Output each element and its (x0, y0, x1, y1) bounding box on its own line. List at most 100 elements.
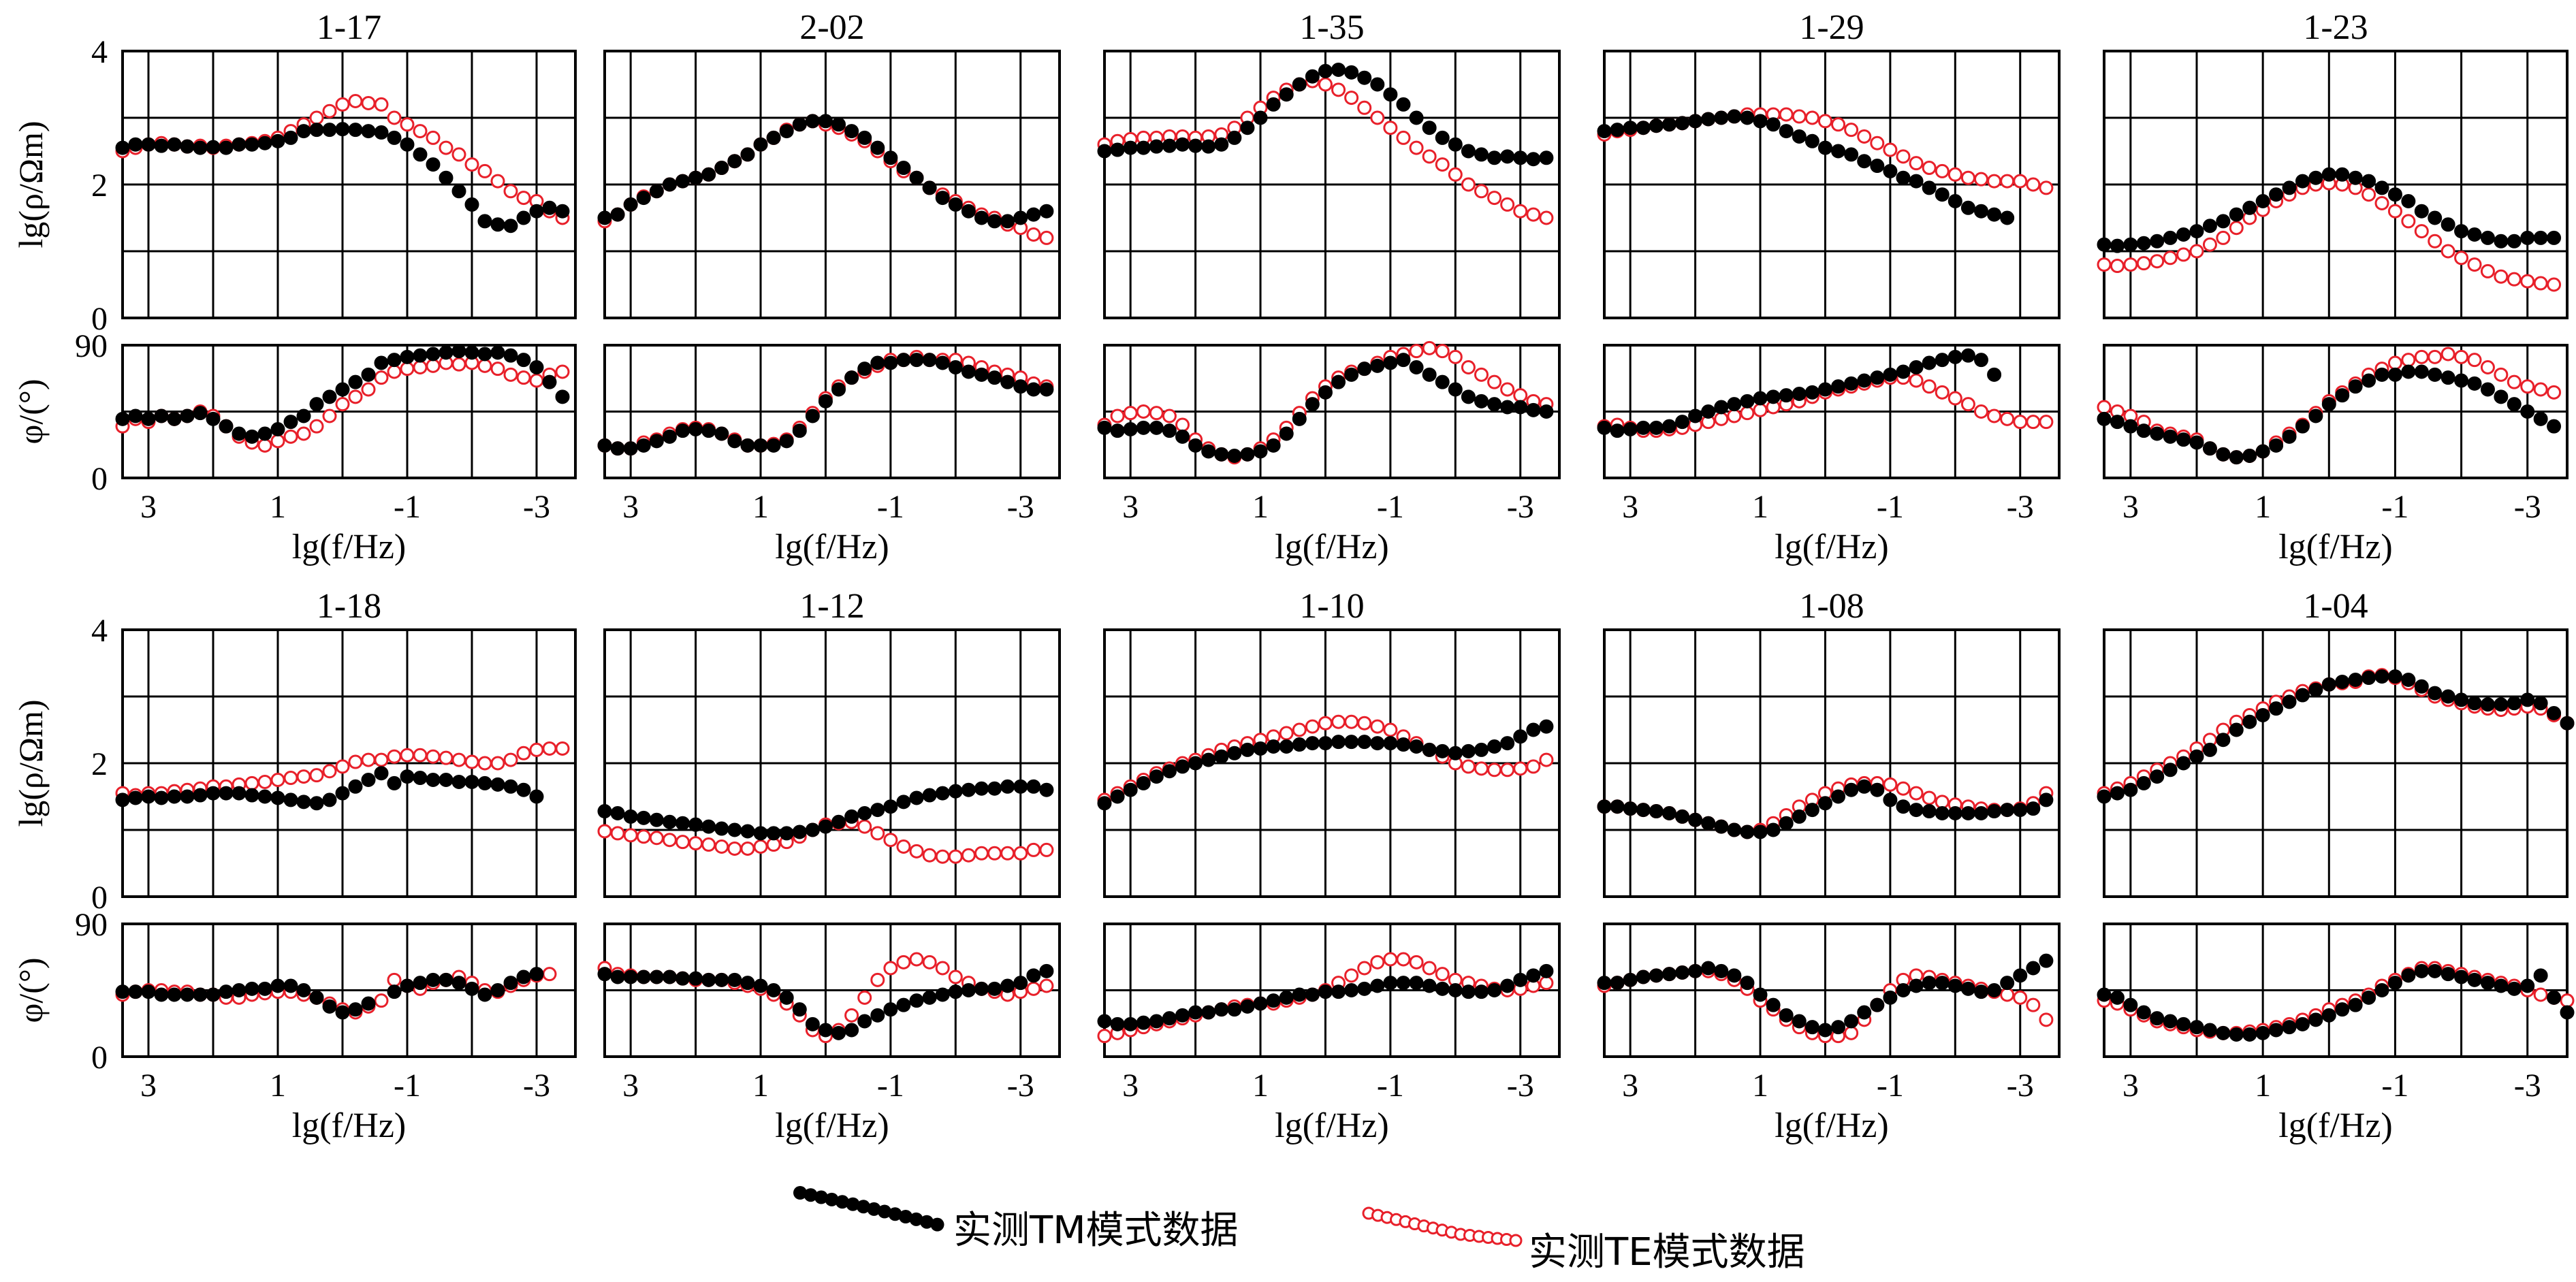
x-tick-label: -3 (1507, 1068, 1534, 1104)
rho-tm-point (1162, 138, 1177, 153)
rho-te-point (1513, 761, 1528, 776)
rho-tm-point (1688, 812, 1703, 827)
rho-tick-label: 0 (91, 301, 108, 337)
rho-tm-point (896, 161, 911, 175)
rho-tm-point (1292, 77, 1307, 92)
rho-tm-point (232, 786, 247, 801)
rho-tm-point (805, 114, 820, 129)
station-title: 1-08 (1799, 587, 1864, 626)
phi-tm-point (961, 983, 976, 997)
phi-te-point (1935, 385, 1950, 400)
phi-tm-point (180, 987, 195, 1002)
phi-tm-point (1305, 987, 1320, 1002)
phi-tm-point (870, 1008, 885, 1023)
rho-tm-point (1013, 779, 1028, 794)
station-panel-1-12: 1-12 3 1 -1 -3 lg(f/Hz) (597, 587, 1061, 1145)
phi-te-point (2013, 415, 2028, 430)
rho-te-point (1279, 726, 1294, 741)
rho-te-point (2176, 247, 2191, 262)
phi-tm-point (2414, 364, 2429, 379)
rho-tm-point (219, 786, 234, 801)
rho-tm-point (2560, 716, 2575, 731)
rho-te-point (1292, 722, 1307, 737)
rho-te-point (490, 756, 505, 771)
phi-tm-point (1804, 1020, 1819, 1035)
phi-tm-point (2467, 376, 2482, 391)
phi-tm-point (309, 990, 324, 1005)
rho-tm-point (1623, 121, 1638, 135)
phi-tm-point (322, 389, 337, 404)
rho-te-point (948, 849, 963, 864)
rho-tm-point (1318, 736, 1333, 751)
phi-te-point (909, 952, 924, 967)
rho-te-point (1409, 140, 1424, 155)
rho-te-point (1896, 781, 1911, 796)
x-tick-label: 3 (1622, 489, 1638, 525)
rho-tm-point (2401, 673, 2416, 687)
rho-te-point (610, 826, 625, 841)
rho-te-point (1370, 719, 1385, 734)
phi-tm-point (1487, 397, 1502, 412)
phi-tm-point (1513, 972, 1528, 987)
rho-tm-point (1409, 110, 1424, 125)
phi-tm-point (1661, 419, 1676, 434)
rho-tm-point (1097, 796, 1112, 811)
rho-tm-point (309, 123, 324, 138)
phi-tm-point (1870, 997, 1885, 1012)
phi-tm-point (1688, 963, 1703, 978)
rho-te-point (348, 94, 363, 108)
phi-tm-point (400, 349, 415, 364)
legend-tm-marker (899, 1210, 912, 1223)
rho-tm-point (1817, 796, 1832, 811)
rho-tm-point (361, 124, 376, 139)
phi-tm-point (779, 990, 794, 1005)
rho-tm-point (2163, 230, 2178, 245)
rho-tm-point (714, 821, 729, 836)
rho-tm-point (1123, 782, 1138, 797)
phi-tm-point (1279, 990, 1294, 1005)
rho-te-point (2000, 174, 2015, 189)
rho-tm-point (1597, 124, 1612, 139)
x-tick-label: -1 (1877, 489, 1904, 525)
x-tick-label: 1 (1252, 1068, 1269, 1104)
rho-tm-point (1149, 769, 1164, 784)
rho-tick-label: 0 (91, 880, 108, 916)
phi-tm-point (2321, 397, 2336, 412)
phi-tm-point (714, 426, 729, 441)
phi-tm-point (896, 353, 911, 368)
rho-te-point (1383, 722, 1398, 737)
phi-tm-point (2163, 429, 2178, 444)
legend-tm-marker (888, 1207, 902, 1221)
rho-tm-point (2507, 234, 2522, 249)
rho-tm-point (1675, 116, 1690, 131)
phi-tm-point (2163, 1014, 2178, 1029)
phi-tm-point (1513, 400, 1528, 415)
phi-tm-point (451, 976, 466, 991)
x-axis-label: lg(f/Hz) (1775, 528, 1888, 566)
phi-tm-point (1804, 385, 1819, 400)
rho-tm-point (1610, 123, 1625, 138)
rho-te-point (244, 775, 259, 790)
phi-te-point (2039, 1012, 2054, 1027)
rho-tm-point (1870, 159, 1885, 174)
phi-tm-point (2269, 438, 2284, 453)
phi-tm-point (387, 984, 402, 999)
x-axis-label: lg(f/Hz) (1275, 1106, 1388, 1145)
rho-tm-point (296, 124, 311, 139)
rho-te-point (2013, 174, 2028, 189)
rho-tm-point (1013, 210, 1028, 225)
rho-tm-point (2321, 677, 2336, 692)
phi-tm-point (1110, 1016, 1125, 1031)
phi-tm-point (753, 438, 768, 453)
phi-tm-point (2440, 370, 2455, 385)
x-tick-label: -3 (523, 1068, 550, 1104)
phi-te-point (1136, 404, 1151, 419)
phi-tm-point (1714, 963, 1729, 978)
phi-tm-point (1636, 969, 1651, 984)
rho-tm-point (818, 114, 833, 129)
phi-tm-point (2335, 388, 2350, 403)
rho-tm-point (2374, 669, 2389, 684)
rho-tm-point (516, 782, 531, 797)
rho-te-point (464, 754, 479, 769)
